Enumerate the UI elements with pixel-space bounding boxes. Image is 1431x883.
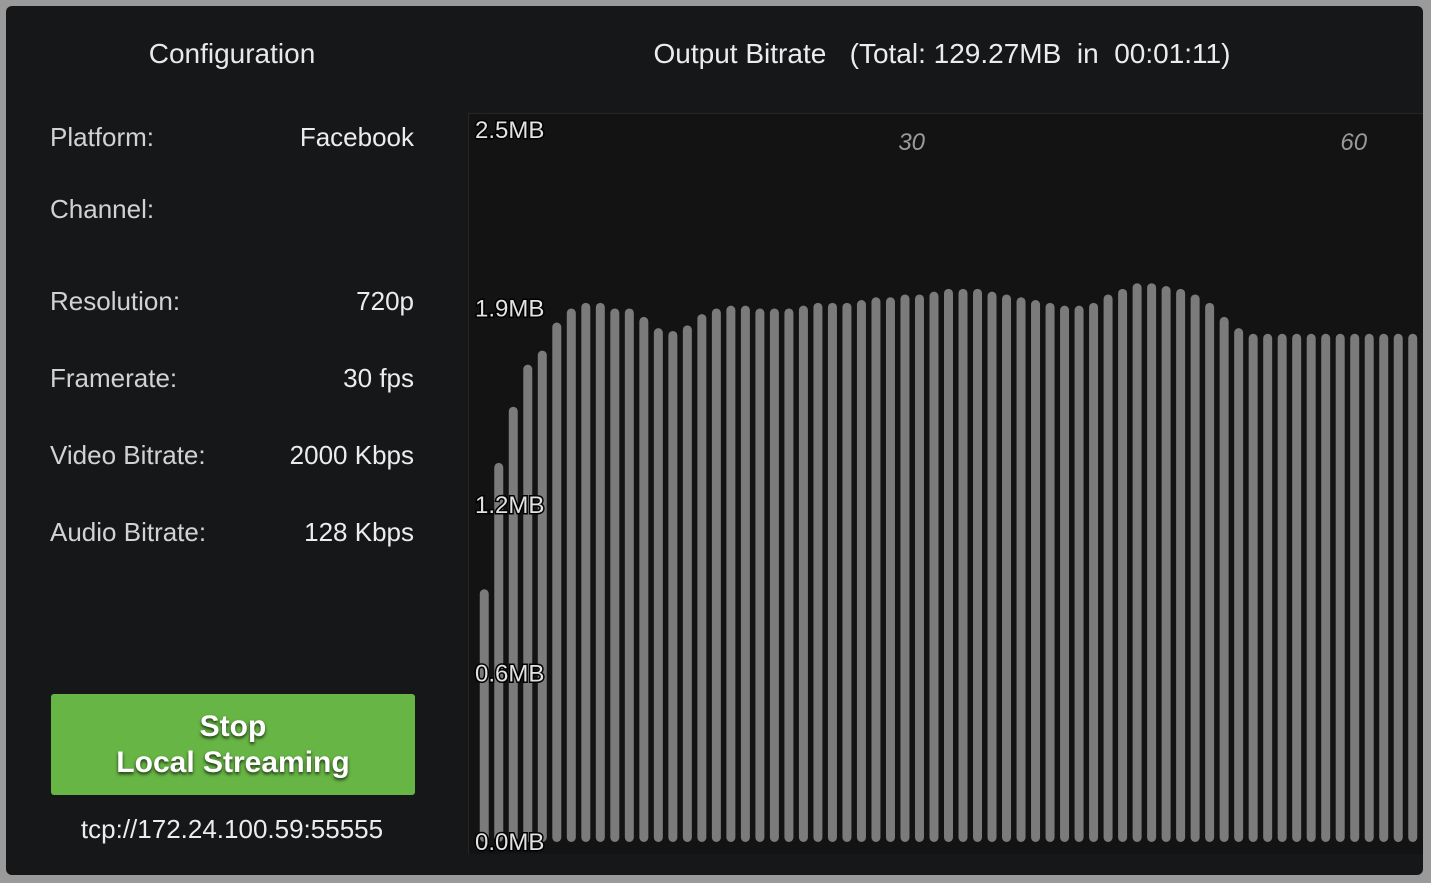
bitrate-bar: [653, 328, 663, 842]
bitrate-bar: [914, 294, 924, 842]
bitrate-bar: [711, 308, 721, 842]
bitrate-bar: [842, 302, 852, 842]
bitrate-bar: [1016, 297, 1026, 842]
bitrate-bar: [856, 300, 866, 842]
bitrate-bar: [624, 308, 634, 842]
bitrate-bar: [726, 305, 736, 842]
bitrate-bar: [813, 302, 823, 842]
stream-address: tcp://172.24.100.59:55555: [80, 814, 384, 844]
bitrate-bar: [871, 297, 881, 842]
bitrate-chart-svg: 2.5MB 1.9MB 1.2MB 0.6MB 0.0MB 30 60: [474, 116, 1418, 854]
bitrate-bar: [958, 288, 968, 843]
bitrate-bar: [798, 305, 808, 842]
bitrate-bar: [900, 294, 910, 842]
bitrate-bar: [885, 297, 895, 842]
bitrate-bar: [610, 308, 620, 842]
bitrate-bar: [1060, 305, 1070, 842]
bitrate-bar: [494, 462, 504, 842]
bitrate-bar: [1161, 286, 1171, 842]
bitrate-bar: [1379, 333, 1389, 842]
bitrate-bar: [523, 364, 533, 842]
bitrate-bar: [566, 308, 576, 842]
bitrate-bar: [1147, 283, 1157, 842]
video-bitrate-value: 2000 Kbps: [289, 440, 414, 470]
bitrate-bar: [537, 350, 547, 842]
bitrate-bar: [827, 302, 837, 842]
x-tick-label: 60: [1340, 129, 1367, 156]
bitrate-bar: [1408, 333, 1418, 842]
bitrate-bar: [1103, 294, 1113, 842]
y-tick-label: 1.2MB: [475, 492, 544, 519]
y-tick-label: 0.0MB: [475, 829, 544, 854]
bitrate-bar: [1248, 333, 1258, 842]
configuration-title: Configuration: [148, 38, 316, 69]
bitrate-bar: [987, 291, 997, 842]
audio-bitrate-value: 128 Kbps: [304, 517, 414, 547]
platform-label: Platform:: [50, 122, 155, 152]
bitrate-bar: [479, 589, 489, 842]
stop-button-line1: Stop: [199, 709, 267, 743]
stop-local-streaming-button[interactable]: Stop Local Streaming: [51, 694, 415, 795]
bitrate-bar: [1190, 294, 1200, 842]
bitrate-bar: [1321, 333, 1331, 842]
y-tick-label: 0.6MB: [475, 661, 544, 688]
resolution-row: Resolution: 720p: [50, 286, 414, 320]
bitrate-bar: [552, 322, 562, 842]
bitrate-bar: [697, 314, 707, 842]
bitrate-bar: [1234, 328, 1244, 842]
chart-title: Output Bitrate (Total: 129.27MB in 00:01…: [653, 38, 1231, 69]
bitrate-bar: [508, 406, 518, 842]
bitrate-bar: [1292, 333, 1302, 842]
bitrate-bar: [1132, 283, 1142, 842]
bitrate-bar: [668, 330, 678, 842]
audio-bitrate-row: Audio Bitrate: 128 Kbps: [50, 517, 414, 551]
bitrate-bar: [1089, 302, 1099, 842]
bitrate-bar: [1393, 333, 1403, 842]
bitrate-bar: [1263, 333, 1273, 842]
audio-bitrate-label: Audio Bitrate:: [50, 517, 207, 547]
bitrate-bar: [769, 308, 779, 842]
platform-value: Facebook: [299, 122, 414, 152]
y-tick-label: 2.5MB: [475, 117, 544, 144]
bitrate-bar: [1074, 305, 1084, 842]
bitrate-bar: [1306, 333, 1316, 842]
bitrate-bar: [740, 305, 750, 842]
resolution-value: 720p: [356, 286, 414, 316]
bitrate-bar: [1364, 333, 1374, 842]
video-bitrate-row: Video Bitrate: 2000 Kbps: [50, 440, 414, 474]
bitrate-bar: [1002, 294, 1012, 842]
video-bitrate-label: Video Bitrate:: [50, 440, 206, 470]
y-tick-label: 1.9MB: [475, 295, 544, 322]
x-tick-label: 30: [898, 129, 925, 156]
streaming-stats-window: Configuration Platform: Facebook Channel…: [6, 6, 1423, 875]
bitrate-bar: [1205, 302, 1215, 842]
framerate-value: 30 fps: [343, 363, 414, 393]
bitrate-bar: [595, 302, 605, 842]
bitrate-bar: [1118, 288, 1128, 843]
bitrate-bar: [755, 308, 765, 842]
bitrate-bar: [1277, 333, 1287, 842]
resolution-label: Resolution:: [50, 286, 181, 316]
channel-row: Channel:: [50, 194, 414, 228]
channel-label: Channel:: [50, 194, 155, 224]
bitrate-bar: [929, 291, 939, 842]
bitrate-chart: 2.5MB 1.9MB 1.2MB 0.6MB 0.0MB 30 60: [468, 113, 1423, 854]
bitrate-bar: [973, 288, 983, 843]
bitrate-bar: [1031, 300, 1041, 842]
bitrate-bar: [1335, 333, 1345, 842]
bitrate-bar: [581, 302, 591, 842]
stop-button-line2: Local Streaming: [116, 745, 350, 779]
bitrate-bar: [784, 308, 794, 842]
framerate-label: Framerate:: [50, 363, 178, 393]
configuration-panel: Configuration Platform: Facebook Channel…: [6, 6, 461, 875]
bitrate-bar: [1350, 333, 1360, 842]
platform-row: Platform: Facebook: [50, 122, 414, 156]
bitrate-bar: [944, 288, 953, 843]
bitrate-bar: [1176, 288, 1186, 843]
bitrate-bar: [682, 325, 692, 842]
bitrate-bar: [1045, 302, 1055, 842]
framerate-row: Framerate: 30 fps: [50, 363, 414, 397]
bitrate-bar: [1219, 316, 1229, 842]
bitrate-bar: [639, 316, 649, 842]
